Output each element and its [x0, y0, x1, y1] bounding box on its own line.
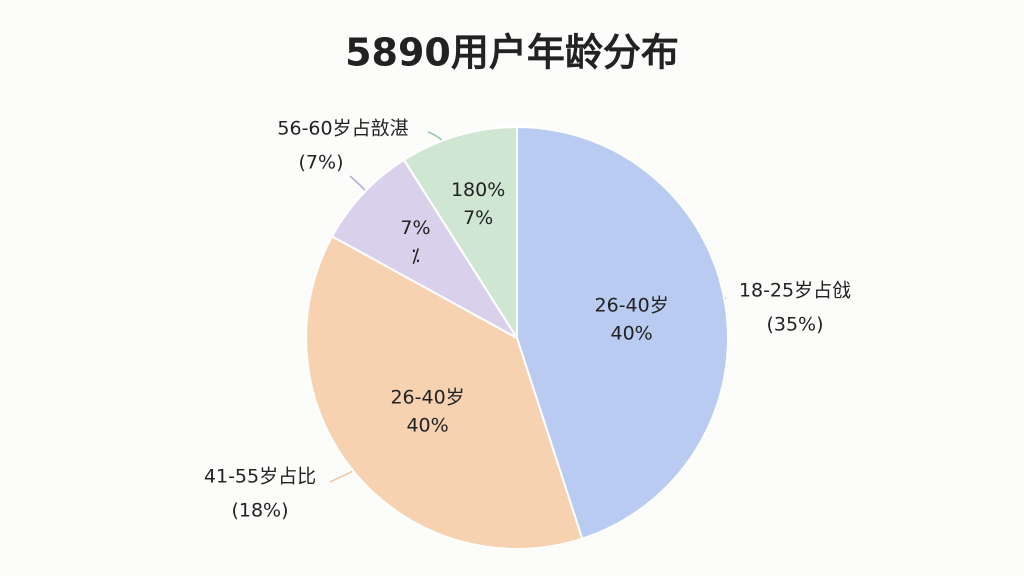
- slice-label: 180%: [451, 179, 505, 201]
- pie-slice: [305, 234, 584, 550]
- slice-label: 26-40岁: [390, 386, 464, 408]
- pie-slice: [330, 158, 518, 339]
- annotation: 18-25岁占戗: [739, 280, 851, 302]
- pie-slice: [516, 125, 729, 540]
- slice-label: ⁒: [411, 245, 420, 267]
- slice-label: 7%: [400, 217, 430, 239]
- annotation: 56-60岁占敨湛: [277, 118, 408, 140]
- slice-label: 40%: [406, 414, 448, 436]
- annotation: (18%): [231, 500, 288, 522]
- slice-label: 26-40岁: [595, 294, 669, 316]
- annotation: 41-55岁占比: [204, 466, 316, 488]
- slice-label: 40%: [611, 322, 653, 344]
- annotation: (7%): [299, 152, 344, 174]
- pie-slice: [402, 125, 518, 342]
- chart-title: 5890用户年龄分布: [345, 31, 679, 75]
- slice-label: 7%: [463, 207, 493, 229]
- annotation: (35%): [766, 314, 823, 336]
